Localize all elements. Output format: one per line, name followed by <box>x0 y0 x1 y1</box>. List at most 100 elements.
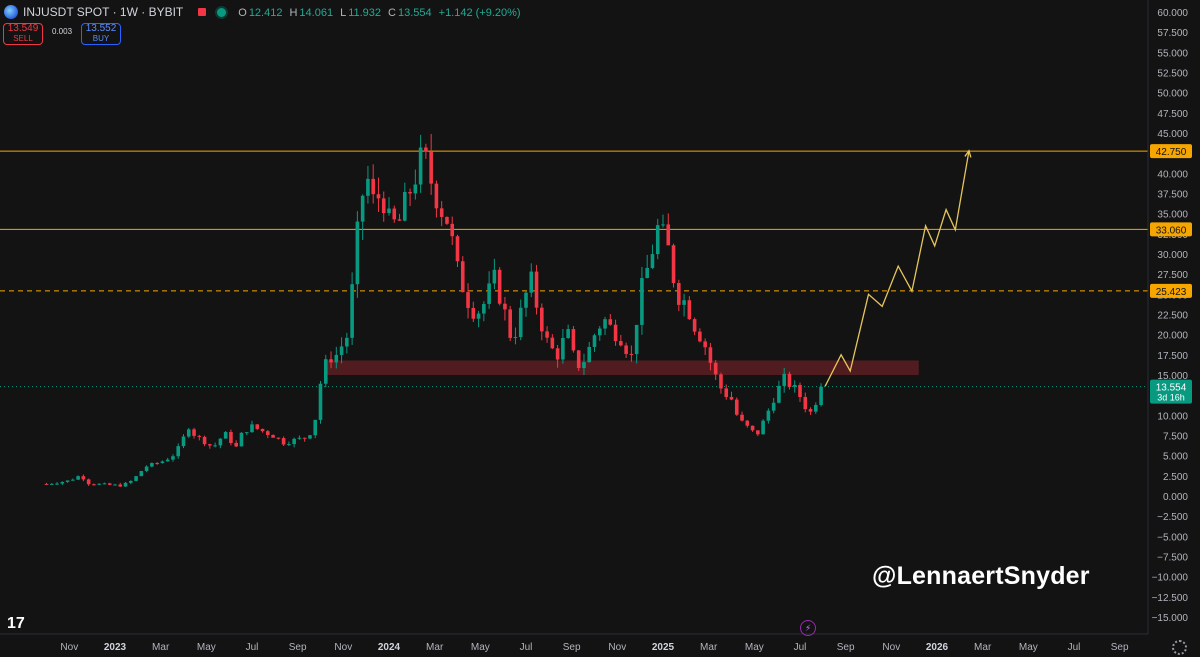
candle-body <box>808 409 813 412</box>
spread-value: 0.003 <box>52 27 73 36</box>
gear-icon[interactable] <box>1172 640 1187 655</box>
candle-body <box>550 337 555 349</box>
time-axis[interactable]: Nov 2023 Mar May Jul Sep Nov 2024 Mar May Jul Sep No… <box>60 642 1129 653</box>
candle-body <box>408 192 412 194</box>
candle-body <box>366 178 370 196</box>
candle-body <box>655 225 660 255</box>
tradingview-logo[interactable]: 17 <box>7 615 25 632</box>
candle-body <box>181 436 186 447</box>
candle-body <box>434 183 439 209</box>
candle-body <box>640 278 644 325</box>
ohlc-values: O 12.412 H 14.061 L 11.932 C 13.554 +1.142 (+9.2… <box>238 5 527 19</box>
price-tick-label: 2.500 <box>1163 472 1188 483</box>
price-tick-label: 57.500 <box>1157 28 1188 39</box>
candle-body <box>223 432 228 439</box>
candle-body <box>745 420 750 426</box>
price-tick-label: −7.500 <box>1157 553 1188 564</box>
candle-body <box>197 435 202 437</box>
candle-body <box>445 216 449 224</box>
sell-button[interactable]: 13.549 SELL <box>3 23 43 45</box>
candle-body <box>771 402 776 411</box>
candle-body <box>176 446 181 457</box>
candle-body <box>503 303 507 310</box>
symbol-title[interactable]: INJUSDT SPOT · 1W · BYBIT <box>23 5 184 19</box>
candle-body <box>713 362 718 375</box>
candle-body <box>777 385 781 403</box>
candle-body <box>724 388 729 397</box>
flag-icon[interactable] <box>197 7 207 17</box>
candle-body <box>371 178 375 195</box>
candle-body <box>102 483 107 485</box>
candle-body <box>271 434 275 438</box>
candle-body <box>708 347 713 363</box>
candle-body <box>250 424 254 433</box>
time-tick-label: Sep <box>563 642 581 653</box>
ohlc-value: 12.412 <box>248 7 283 19</box>
candle-body <box>629 353 634 355</box>
price-tick-label: 55.000 <box>1157 48 1188 59</box>
support-zone-rect <box>327 360 919 375</box>
candle-body <box>587 346 592 363</box>
time-tick-label: Mar <box>152 642 170 653</box>
price-tick-label: 50.000 <box>1157 89 1188 100</box>
candle-body <box>313 419 318 436</box>
candle-body <box>192 429 196 436</box>
price-tick-label: 7.500 <box>1163 432 1188 443</box>
candle-body <box>734 399 739 415</box>
inj-coin-icon <box>4 5 18 19</box>
candle-body <box>60 481 65 484</box>
candle-body <box>92 484 96 486</box>
price-tick-label: 17.500 <box>1157 351 1188 362</box>
lightning-icon[interactable]: ⚡ <box>800 620 816 636</box>
candle-body <box>482 303 486 314</box>
candle-body <box>308 435 312 439</box>
candle-body <box>266 431 270 435</box>
time-tick-label: Jul <box>794 642 807 653</box>
candle-body <box>360 195 365 222</box>
price-tick-label: 22.500 <box>1157 311 1188 322</box>
price-tick-label: 37.500 <box>1157 190 1188 201</box>
candle-body <box>260 428 265 432</box>
price-tick-label: 30.000 <box>1157 250 1188 261</box>
candle-body <box>113 484 117 486</box>
candle-body <box>671 245 676 284</box>
candle-body <box>476 313 481 319</box>
candle-body <box>814 404 818 412</box>
price-tick-label: 45.000 <box>1157 129 1188 140</box>
candle-body <box>787 373 792 387</box>
price-tick-label: 35.000 <box>1157 210 1188 221</box>
candles <box>44 133 823 487</box>
ohlc-value: 11.932 <box>348 7 382 19</box>
level-price-text: 42.750 <box>1156 147 1187 158</box>
candle-body <box>381 198 386 214</box>
candle-body <box>471 307 476 319</box>
buy-button[interactable]: 13.552 BUY <box>81 23 121 45</box>
candle-body <box>576 350 581 369</box>
time-tick-label: Sep <box>837 642 855 653</box>
time-tick-label: May <box>471 642 490 653</box>
market-status-icon[interactable] <box>215 5 229 19</box>
buy-label: BUY <box>92 34 110 43</box>
candle-body <box>529 271 534 293</box>
price-tick-label: 20.000 <box>1157 331 1188 342</box>
candle-body <box>650 254 655 268</box>
price-tick-label: 47.500 <box>1157 109 1188 120</box>
candle-body <box>608 319 613 325</box>
sell-price: 13.549 <box>7 23 39 34</box>
support-zone <box>327 360 919 375</box>
candle-body <box>186 429 191 437</box>
candle-body <box>350 284 354 338</box>
time-tick-label: Nov <box>334 642 352 653</box>
author-watermark: @LennaertSnyder <box>872 562 1090 590</box>
candle-body <box>803 397 808 410</box>
time-tick-label: Nov <box>608 642 626 653</box>
candle-body <box>71 479 75 481</box>
candle-body <box>139 471 144 477</box>
current-price-tag <box>1150 379 1192 404</box>
candle-body <box>492 269 497 284</box>
candle-body <box>239 432 244 447</box>
candle-body <box>334 354 339 363</box>
candle-body <box>297 437 302 439</box>
